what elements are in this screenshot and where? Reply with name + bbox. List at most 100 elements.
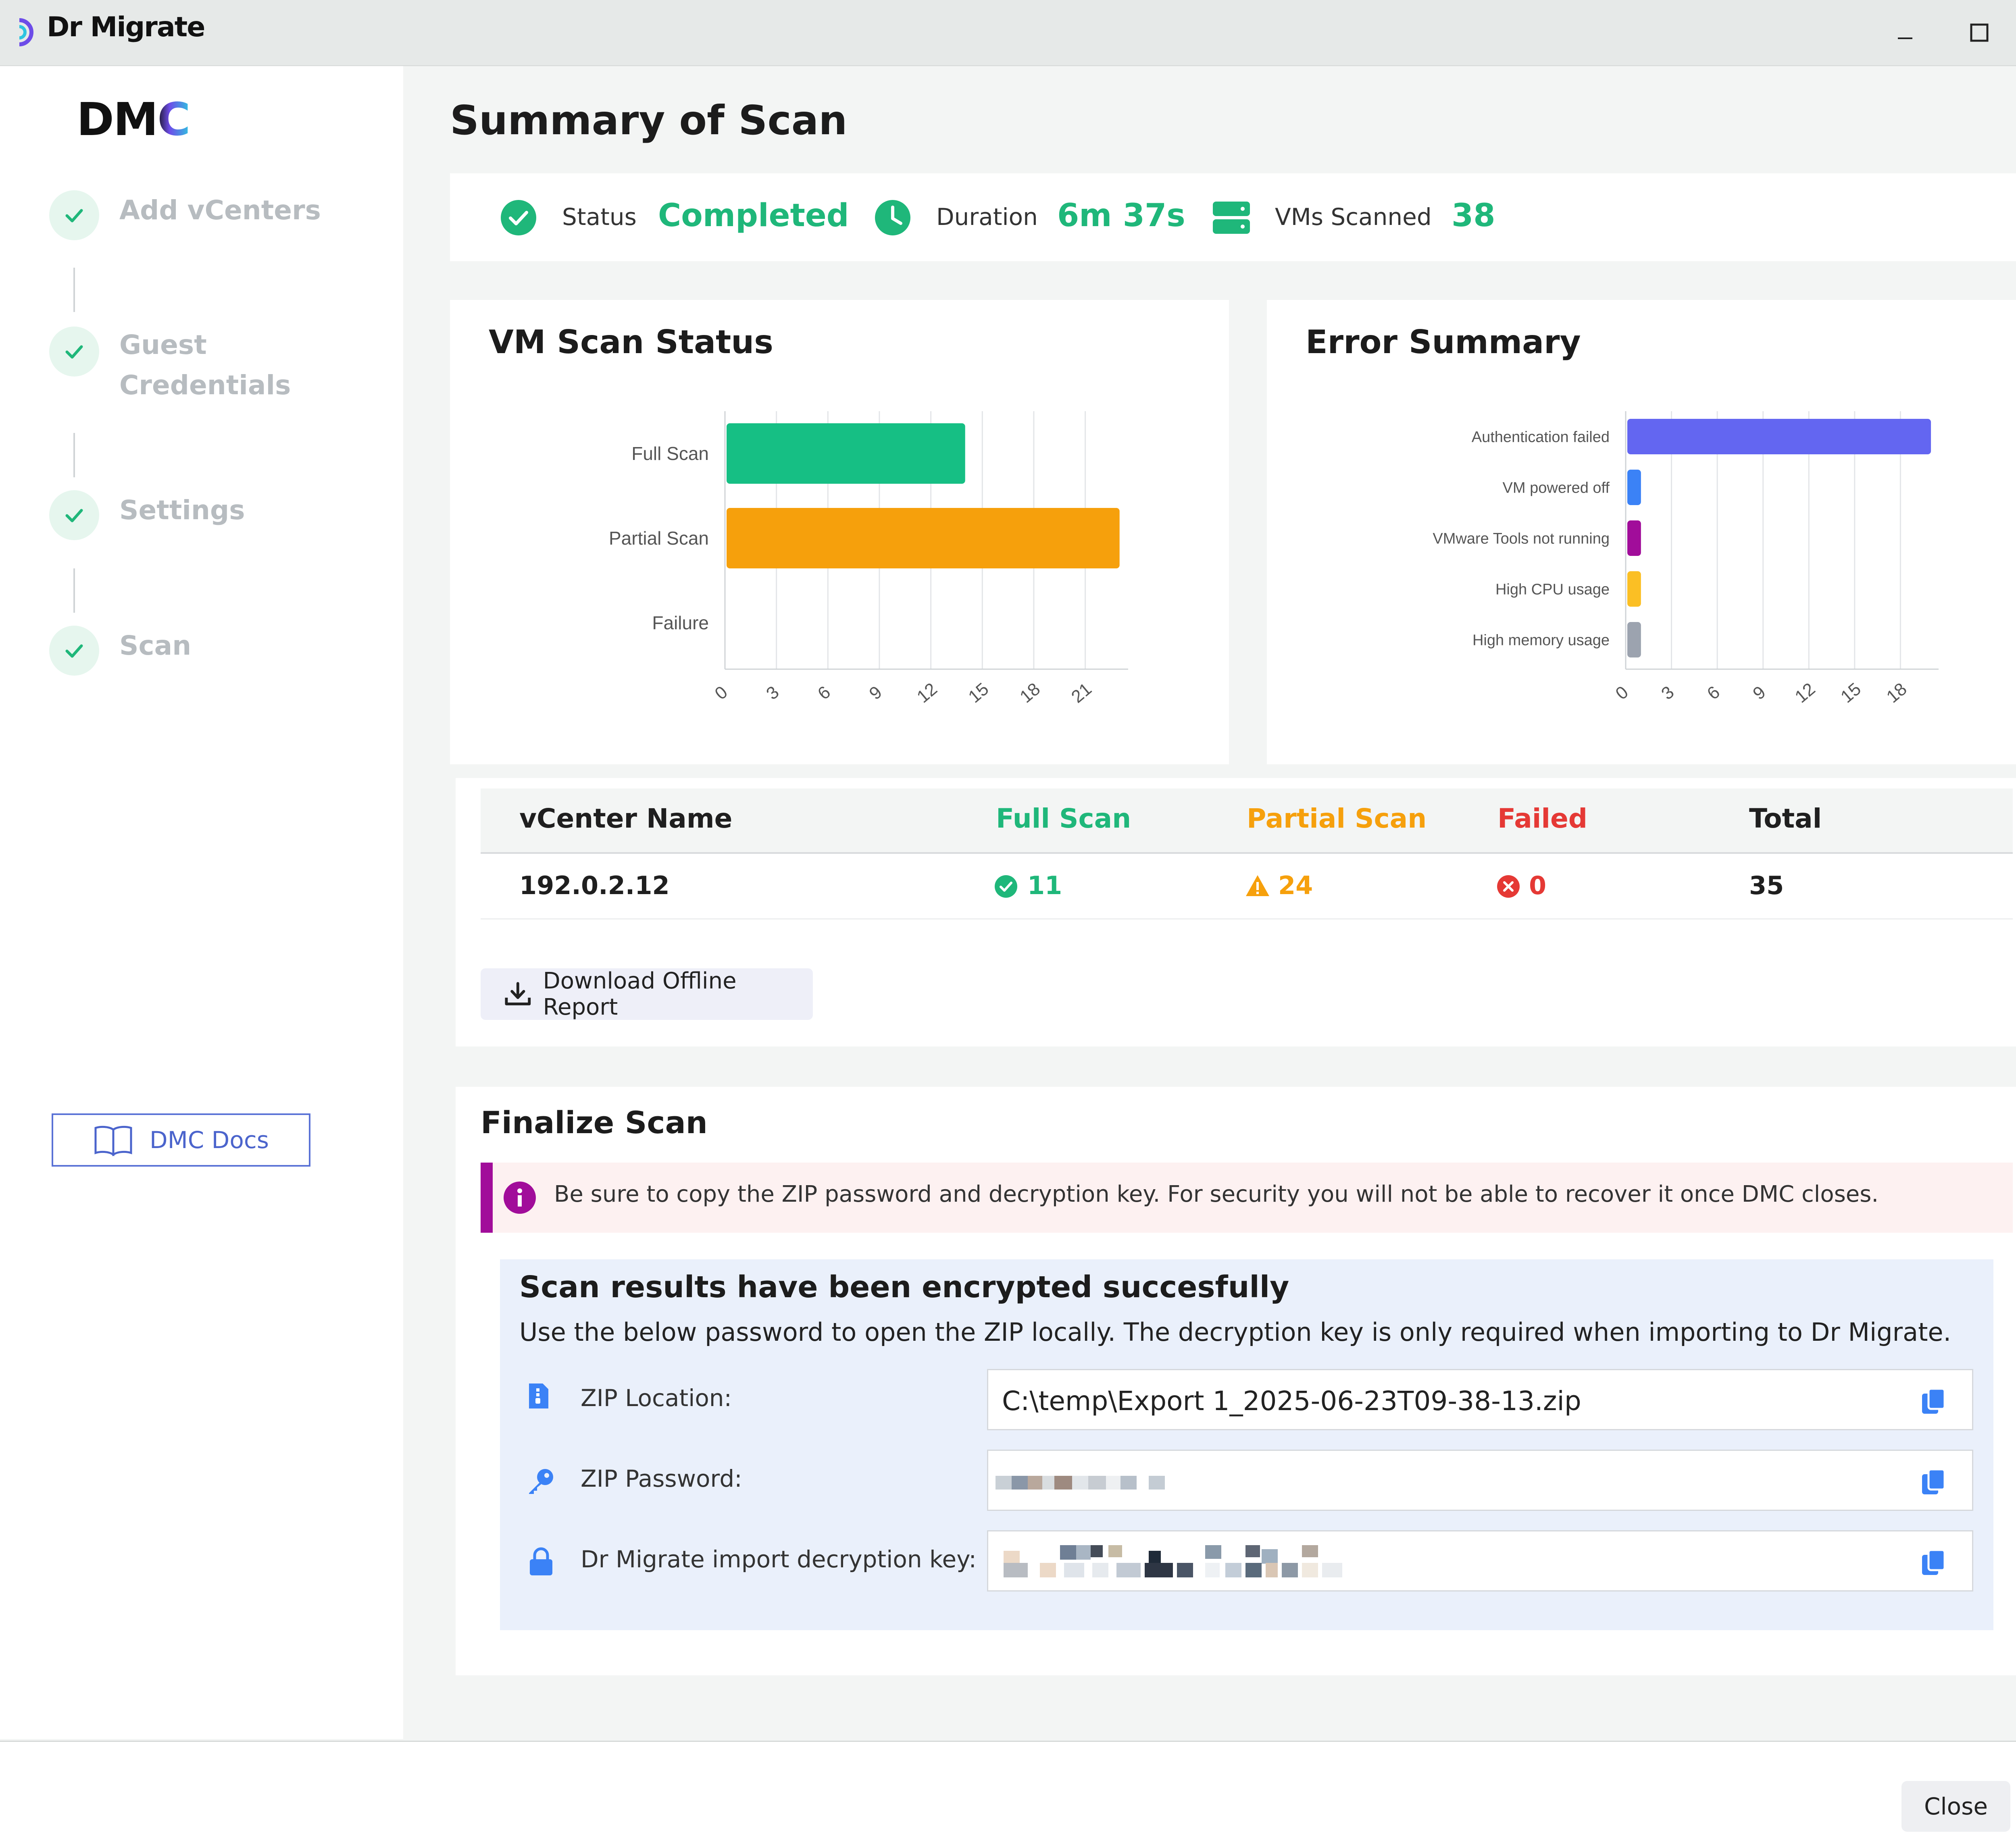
alert-text: Be sure to copy the ZIP password and dec… [554,1181,1879,1207]
error-icon [1497,875,1520,900]
copy-icon[interactable] [1921,1469,1946,1495]
step-connector [73,433,75,477]
check-icon [65,509,83,522]
redacted-password [996,1476,1173,1490]
vms-scanned-value: 38 [1452,198,1495,234]
page-title: Summary of Scan [450,97,848,144]
minimize-icon [1898,37,1912,39]
app-logo-icon [15,16,39,48]
step-label-credentials: Credentials [119,370,291,401]
bar [1627,470,1641,505]
server-icon [1212,201,1251,236]
close-button[interactable]: Close [1901,1781,2010,1832]
copy-icon[interactable] [1921,1388,1946,1415]
vms-scanned-label: VMs Scanned [1275,203,1432,231]
step-check-scan [49,626,99,676]
step-label-guest: Guest [119,329,207,360]
row-vcenter-name: 192.0.2.12 [519,871,670,900]
x-tick-label: 6 [1704,682,1724,703]
key-icon [527,1467,555,1497]
zip-password-label: ZIP Password: [581,1465,742,1492]
check-icon [65,345,83,359]
minimize-button[interactable] [1883,10,1927,55]
x-tick-label: 12 [913,679,941,707]
error-summary-title: Error Summary [1306,323,1581,361]
zip-location-field[interactable]: C:\temp\Export 1_2025-06-23T09-38-13.zip [987,1369,1973,1430]
category-label: VMware Tools not running [1433,530,1610,547]
category-label: Failure [652,612,709,633]
window-title: Dr Migrate [47,11,205,43]
decryption-key-field[interactable] [987,1530,1973,1592]
footer [0,1741,2016,1837]
copy-icon[interactable] [1921,1549,1946,1576]
col-partial-scan: Partial Scan [1247,803,1427,834]
col-total: Total [1749,803,1822,834]
duration-label: Duration [936,203,1038,231]
x-tick-label: 3 [762,682,783,703]
x-tick-label: 0 [711,682,731,703]
category-label: High CPU usage [1495,581,1610,598]
zip-location-value: C:\temp\Export 1_2025-06-23T09-38-13.zip [1002,1386,1581,1417]
step-connector [73,568,75,613]
warning-icon [1245,874,1270,899]
zip-password-field[interactable] [987,1450,1973,1511]
category-label: VM powered off [1503,479,1610,496]
maximize-icon [1970,23,1989,42]
col-failed: Failed [1497,803,1588,834]
row-full-scan: 11 [1027,871,1062,900]
x-tick-label: 9 [1749,682,1769,703]
bar [727,508,1120,568]
encryption-description: Use the below password to open the ZIP l… [519,1317,1951,1347]
category-label: Full Scan [631,443,709,464]
category-label: High memory usage [1472,632,1610,649]
step-check-settings [49,490,99,540]
dmc-docs-label: DMC Docs [150,1126,269,1154]
bar [727,423,965,484]
alert-banner [481,1163,2013,1233]
download-offline-report-button[interactable]: Download Offline Report [481,968,813,1020]
x-tick-label: 0 [1612,682,1632,703]
table-header [481,788,2013,854]
step-label-add-vcenters[interactable]: Add vCenters [119,195,321,226]
x-tick-label: 18 [1883,679,1911,707]
col-full-scan: Full Scan [996,803,1131,834]
x-tick-label: 15 [1837,679,1865,707]
table-row [481,854,2013,920]
clock-icon [874,199,911,238]
book-icon [94,1126,132,1156]
step-label-settings[interactable]: Settings [119,495,245,526]
x-tick-label: 6 [814,682,834,703]
info-icon [503,1181,536,1216]
category-label: Partial Scan [609,528,709,549]
bar [1627,419,1931,454]
title-bar [0,0,2016,66]
decryption-key-label: Dr Migrate import decryption key: [581,1546,977,1573]
status-value: Completed [658,198,849,234]
x-tick-label: 15 [964,679,992,707]
download-icon [505,982,531,1005]
check-icon [65,644,83,658]
lock-icon [529,1547,553,1578]
x-tick-label: 21 [1068,679,1095,707]
col-vcenter-name: vCenter Name [519,803,733,834]
error-summary-card [1267,300,2016,764]
dmc-docs-button[interactable]: DMC Docs [52,1113,310,1167]
step-label-guest-credentials[interactable]: Guest Credentials [119,325,291,406]
maximize-button[interactable] [1957,10,2001,55]
category-label: Authentication failed [1472,429,1610,445]
row-partial-scan: 24 [1278,871,1313,900]
dmc-logo: DMC [77,94,191,146]
x-tick-label: 3 [1658,682,1678,703]
sidebar [0,66,403,1739]
x-tick-label: 9 [866,682,886,703]
vm-scan-status-chart: 0 3 6 9 12 15 18 21 Full Scan Partial Scan Failure [609,411,1128,707]
status-check-icon [500,199,537,238]
vm-scan-status-title: VM Scan Status [489,323,773,361]
row-total: 35 [1749,871,1784,900]
full-scan-check-icon [994,875,1018,900]
step-label-scan[interactable]: Scan [119,630,192,661]
row-failed: 0 [1529,871,1547,900]
stats-card [450,173,2016,261]
check-icon [65,209,83,223]
step-check-add-vcenters [49,190,99,240]
